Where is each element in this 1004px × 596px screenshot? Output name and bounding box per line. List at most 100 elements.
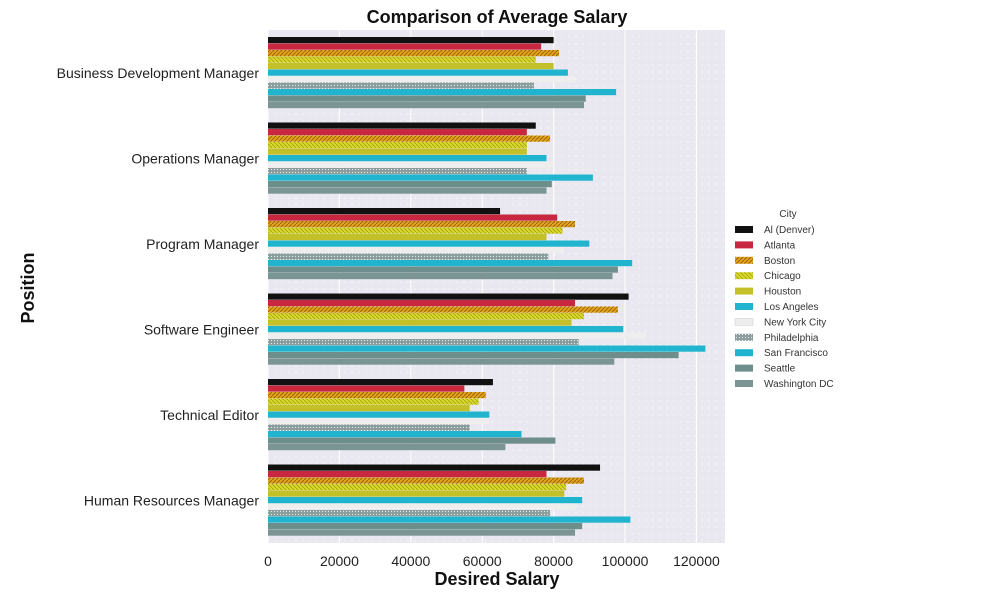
x-tick-label: 20000	[320, 553, 359, 569]
bar	[268, 345, 706, 352]
bar	[268, 471, 547, 478]
bar	[268, 523, 583, 530]
x-tick-label: 60000	[463, 553, 502, 569]
legend-label: Seattle	[764, 364, 796, 375]
bar	[268, 477, 584, 484]
bar	[268, 431, 522, 438]
bar	[268, 155, 547, 162]
y-axis-label: Position	[18, 253, 38, 324]
bar	[268, 187, 547, 194]
bar	[268, 293, 629, 300]
x-axis-label: Desired Salary	[434, 569, 559, 589]
bar	[268, 161, 554, 168]
bar	[268, 411, 490, 418]
bar	[268, 266, 618, 273]
bar	[268, 227, 563, 234]
bar	[268, 300, 576, 307]
bar	[268, 444, 506, 451]
category-labels: Business Development Manager Operations M…	[57, 65, 260, 509]
bar	[268, 424, 470, 431]
bar	[268, 89, 617, 96]
x-tick-label: 40000	[391, 553, 430, 569]
bar	[268, 437, 556, 444]
bar	[268, 418, 490, 425]
bar	[268, 135, 551, 142]
bar	[268, 484, 567, 491]
bar	[268, 63, 554, 70]
legend-swatch	[735, 256, 753, 264]
legend-label: Los Angeles	[764, 302, 819, 313]
bar	[268, 240, 590, 247]
bar	[268, 76, 576, 83]
legend-swatch	[735, 226, 753, 233]
bar	[268, 43, 542, 50]
bar	[268, 82, 534, 89]
bar	[268, 95, 586, 102]
bar	[268, 405, 470, 412]
category-label: Software Engineer	[144, 321, 260, 337]
bar	[268, 56, 536, 63]
category-label: Business Development Manager	[57, 65, 260, 81]
bar	[268, 385, 465, 392]
bar	[268, 221, 576, 228]
bar	[268, 332, 647, 339]
bar	[268, 122, 536, 129]
bar	[268, 319, 572, 326]
legend-swatch	[735, 303, 753, 310]
bar	[268, 181, 552, 188]
legend-swatch	[735, 333, 753, 341]
bar	[268, 326, 624, 333]
legend-title: City	[779, 209, 796, 220]
bar	[268, 129, 527, 136]
category-label: Technical Editor	[160, 407, 259, 423]
bar	[268, 168, 527, 175]
legend-swatch	[735, 380, 753, 387]
bar	[268, 102, 584, 109]
bar	[268, 503, 576, 510]
x-tick-labels: 0 20000 40000 60000 80000 100000 120000	[264, 553, 720, 569]
bars	[268, 37, 706, 536]
legend-swatch	[735, 364, 753, 372]
legend-label: Chicago	[764, 271, 801, 282]
bar	[268, 253, 549, 260]
legend-label: Philadelphia	[764, 333, 819, 344]
category-label: Human Resources Manager	[84, 492, 259, 508]
bar	[268, 37, 554, 44]
bar	[268, 398, 479, 405]
x-tick-label: 0	[264, 553, 272, 569]
bar	[268, 50, 559, 57]
x-tick-label: 100000	[602, 553, 649, 569]
bar	[268, 208, 501, 215]
bar	[268, 306, 618, 313]
gridlines	[267, 30, 697, 543]
legend-label: San Francisco	[764, 348, 828, 359]
bar	[268, 247, 565, 254]
bar	[268, 464, 601, 471]
legend-label: Boston	[764, 256, 795, 267]
legend-swatch	[735, 272, 753, 280]
bar	[268, 214, 558, 221]
bar	[268, 392, 486, 399]
legend-swatch	[735, 241, 753, 249]
bar	[268, 497, 583, 504]
plot-area	[268, 30, 725, 543]
legend-label: Atlanta	[764, 240, 796, 251]
bar	[268, 339, 579, 346]
bar	[268, 490, 565, 497]
bar	[268, 529, 576, 536]
bar	[268, 510, 551, 517]
bar	[268, 69, 568, 76]
chart-title: Comparison of Average Salary	[367, 7, 628, 27]
legend-label: New York City	[764, 317, 826, 328]
legend-label: Al (Denver)	[764, 225, 815, 236]
category-label: Operations Manager	[131, 150, 259, 166]
bar	[268, 260, 633, 267]
bar	[268, 313, 584, 320]
category-label: Program Manager	[146, 236, 259, 252]
legend: City Al (Denver) Atlanta Boston Chicago Hous…	[734, 209, 834, 390]
bar	[268, 379, 493, 386]
bar	[268, 352, 679, 359]
bar	[268, 273, 613, 280]
legend-label: Washington DC	[764, 379, 834, 390]
